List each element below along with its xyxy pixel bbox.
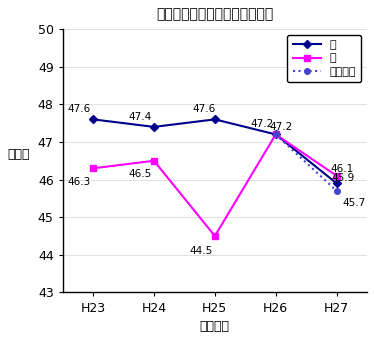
整形再開 <box>334 189 339 193</box>
Line: 整形再開: 整形再開 <box>273 132 339 194</box>
Y-axis label: （％）: （％） <box>7 148 30 161</box>
Title: 医業収益対職員給与費比率見込: 医業収益対職員給与費比率見込 <box>156 7 273 21</box>
Text: 45.9: 45.9 <box>332 173 355 183</box>
Text: 45.7: 45.7 <box>342 198 365 208</box>
旧 <box>91 166 95 170</box>
Text: 46.5: 46.5 <box>129 169 152 180</box>
整形再開 <box>273 132 278 136</box>
Text: 47.6: 47.6 <box>68 104 91 115</box>
新 <box>273 132 278 136</box>
旧 <box>212 234 217 238</box>
Text: 46.3: 46.3 <box>68 177 91 187</box>
新 <box>91 117 95 121</box>
旧 <box>334 174 339 178</box>
Text: 47.2: 47.2 <box>250 119 273 130</box>
新 <box>212 117 217 121</box>
Text: 47.2: 47.2 <box>270 122 293 132</box>
新 <box>334 181 339 185</box>
Text: 47.4: 47.4 <box>129 112 152 122</box>
旧 <box>152 159 156 163</box>
新 <box>152 125 156 129</box>
Legend: 新, 旧, 整形再開: 新, 旧, 整形再開 <box>287 35 362 82</box>
Line: 新: 新 <box>90 116 340 186</box>
旧 <box>273 132 278 136</box>
Text: 46.1: 46.1 <box>331 164 354 174</box>
Text: 44.5: 44.5 <box>189 246 212 256</box>
X-axis label: （年度）: （年度） <box>200 320 230 333</box>
Text: 47.6: 47.6 <box>192 104 215 115</box>
Line: 旧: 旧 <box>90 131 340 239</box>
